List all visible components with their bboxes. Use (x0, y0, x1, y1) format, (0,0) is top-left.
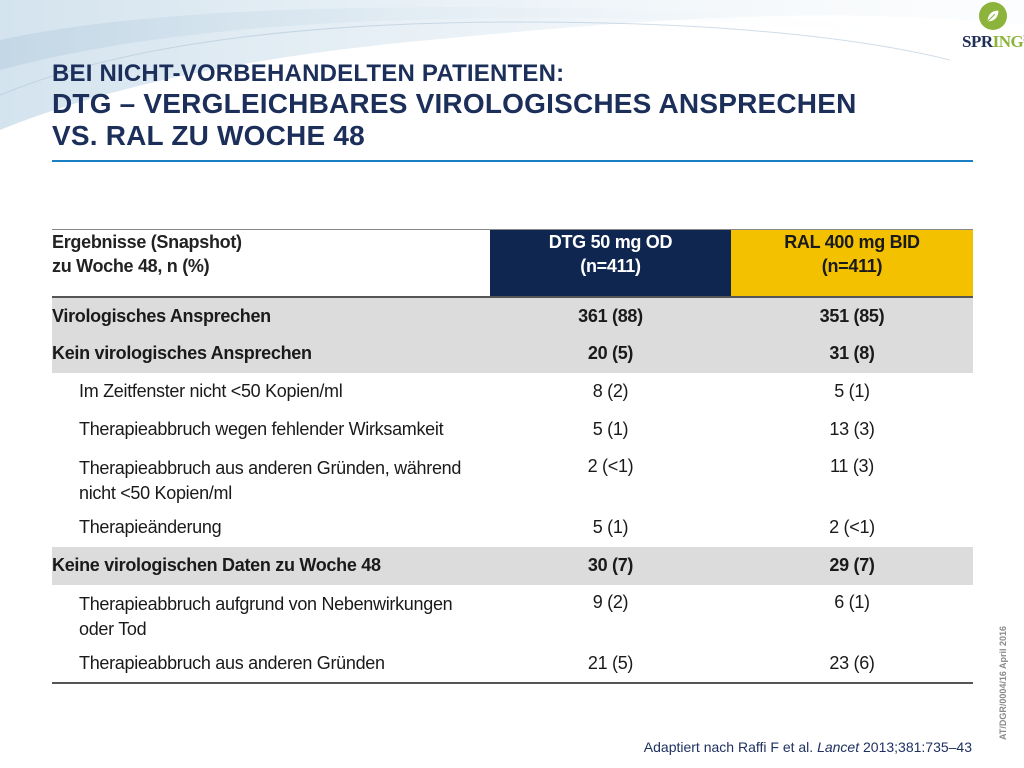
row-label: Im Zeitfenster nicht <50 Kopien/ml (52, 372, 490, 411)
header-outcome: Ergebnisse (Snapshot) zu Woche 48, n (%) (52, 229, 490, 298)
header-dtg: DTG 50 mg OD (n=411) (490, 229, 731, 298)
ral-value: 6 (1) (731, 584, 973, 645)
ral-value: 23 (6) (731, 644, 973, 684)
table-row: Therapieabbruch aus anderen Gründen, wäh… (52, 448, 973, 509)
ral-value: 31 (8) (731, 334, 973, 373)
results-table: Ergebnisse (Snapshot) zu Woche 48, n (%)… (52, 229, 973, 684)
table-row: Therapieänderung 5 (1) 2 (<1) (52, 508, 973, 547)
dtg-value: 5 (1) (490, 410, 731, 449)
table-row: Virologisches Ansprechen 361 (88) 351 (8… (52, 296, 973, 335)
dtg-value: 361 (88) (490, 296, 731, 335)
ral-value: 13 (3) (731, 410, 973, 449)
title-line-1: BEI NICHT-VORBEHANDELTEN PATIENTEN: (52, 60, 565, 87)
dtg-value: 21 (5) (490, 644, 731, 684)
ral-value: 5 (1) (731, 372, 973, 411)
title-divider (52, 160, 973, 162)
dtg-value: 5 (1) (490, 508, 731, 547)
title-line-3: VS. RAL ZU WOCHE 48 (52, 120, 365, 151)
dtg-value: 20 (5) (490, 334, 731, 373)
row-label: Kein virologisches Ansprechen (52, 334, 490, 373)
dtg-value: 8 (2) (490, 372, 731, 411)
logo-wordmark: SPRING2 (962, 32, 1024, 51)
dtg-value: 2 (<1) (490, 448, 731, 509)
row-label: Therapieabbruch aufgrund von Nebenwirkun… (52, 584, 490, 645)
title-line-2: DTG – VERGLEICHBARES VIROLOGISCHES ANSPR… (52, 88, 857, 119)
header-ral: RAL 400 mg BID (n=411) (731, 229, 973, 298)
citation: Adaptiert nach Raffi F et al. Lancet 201… (643, 739, 972, 755)
document-id: AT/DGR/0004/16 April 2016 (998, 625, 1008, 740)
table-row: Therapieabbruch aufgrund von Nebenwirkun… (52, 584, 973, 645)
spring-logo: SPRING2 (962, 2, 1024, 64)
row-label: Therapieabbruch wegen fehlender Wirksamk… (52, 410, 490, 449)
row-label: Keine virologischen Daten zu Woche 48 (52, 546, 490, 585)
row-label: Therapieabbruch aus anderen Gründen (52, 644, 490, 684)
table-row: Therapieabbruch wegen fehlender Wirksamk… (52, 410, 973, 449)
table-row: Keine virologischen Daten zu Woche 48 30… (52, 546, 973, 585)
slide-title: BEI NICHT-VORBEHANDELTEN PATIENTEN: DTG … (52, 60, 972, 152)
leaf-icon (979, 2, 1007, 30)
ral-value: 29 (7) (731, 546, 973, 585)
row-label: Therapieänderung (52, 508, 490, 547)
table-row: Im Zeitfenster nicht <50 Kopien/ml 8 (2)… (52, 372, 973, 411)
row-label: Therapieabbruch aus anderen Gründen, wäh… (52, 448, 490, 509)
row-label: Virologisches Ansprechen (52, 296, 490, 335)
table-row: Therapieabbruch aus anderen Gründen 21 (… (52, 644, 973, 684)
decorative-swoosh (0, 0, 1024, 130)
table-row: Kein virologisches Ansprechen 20 (5) 31 … (52, 334, 973, 373)
dtg-value: 30 (7) (490, 546, 731, 585)
ral-value: 2 (<1) (731, 508, 973, 547)
ral-value: 11 (3) (731, 448, 973, 509)
table-header-row: Ergebnisse (Snapshot) zu Woche 48, n (%)… (52, 229, 973, 298)
dtg-value: 9 (2) (490, 584, 731, 645)
ral-value: 351 (85) (731, 296, 973, 335)
